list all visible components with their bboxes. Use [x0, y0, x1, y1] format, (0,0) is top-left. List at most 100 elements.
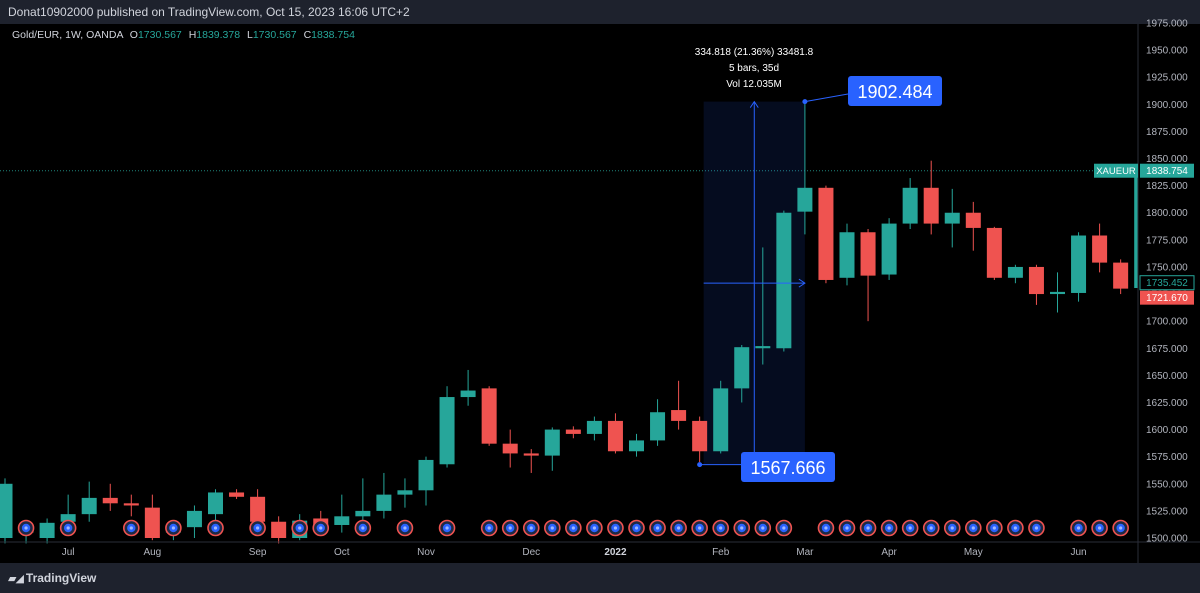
candle-body[interactable] — [965, 212, 981, 228]
candle-body[interactable] — [734, 347, 750, 389]
event-marker-icon[interactable] — [123, 519, 140, 537]
candle[interactable] — [502, 429, 518, 468]
candlestick-chart[interactable]: 334.818 (21.36%) 33481.8 5 bars, 35d Vol 1… — [0, 0, 1200, 563]
event-marker-icon[interactable] — [312, 519, 330, 537]
event-marker-icon[interactable] — [17, 519, 35, 537]
candle[interactable] — [565, 426, 581, 439]
candle[interactable] — [923, 160, 939, 235]
event-marker-icon[interactable] — [291, 519, 309, 537]
candle-body[interactable] — [944, 212, 960, 224]
event-marker-icon[interactable] — [1070, 519, 1087, 537]
candle-body[interactable] — [713, 388, 729, 452]
candle[interactable] — [271, 516, 287, 544]
event-marker-icon[interactable] — [733, 519, 751, 537]
candle-body[interactable] — [144, 507, 160, 538]
candle[interactable] — [1050, 272, 1065, 313]
candle-body[interactable] — [397, 490, 413, 495]
candle[interactable] — [523, 449, 539, 473]
event-marker-icon[interactable] — [354, 519, 372, 537]
candle[interactable] — [1007, 264, 1023, 284]
candle-body[interactable] — [271, 521, 287, 538]
candle-body[interactable] — [1092, 235, 1108, 263]
candle-body[interactable] — [39, 522, 55, 538]
event-marker-icon[interactable] — [249, 519, 266, 537]
candle[interactable] — [650, 399, 666, 446]
candle-body[interactable] — [818, 187, 834, 280]
candle[interactable] — [776, 210, 792, 352]
candle[interactable] — [902, 178, 918, 229]
candle[interactable] — [208, 489, 223, 522]
event-marker-icon[interactable] — [1091, 519, 1108, 537]
candle[interactable] — [544, 427, 560, 471]
candle-body[interactable] — [544, 429, 560, 456]
candle[interactable] — [250, 489, 266, 525]
event-marker-icon[interactable] — [964, 519, 982, 537]
event-marker-icon[interactable] — [754, 519, 772, 537]
candle-body[interactable] — [860, 232, 876, 276]
candle-body[interactable] — [334, 516, 350, 525]
candle-body[interactable] — [650, 412, 666, 441]
candle-body[interactable] — [186, 510, 202, 528]
candle-body[interactable] — [881, 223, 897, 275]
candle-body[interactable] — [502, 443, 518, 454]
candle[interactable] — [839, 223, 855, 286]
candle-body[interactable] — [81, 497, 97, 515]
low-callout-badge[interactable] — [741, 452, 835, 482]
candle-body[interactable] — [60, 514, 76, 522]
candle[interactable] — [1113, 259, 1129, 295]
candle-body[interactable] — [523, 453, 539, 456]
candle[interactable] — [797, 101, 813, 235]
candle[interactable] — [355, 478, 371, 528]
candle-body[interactable] — [1071, 235, 1087, 293]
candle-body[interactable] — [671, 410, 687, 421]
candle-body[interactable] — [1028, 266, 1044, 295]
candle-body[interactable] — [355, 510, 371, 517]
candle-body[interactable] — [418, 459, 434, 491]
candle-body[interactable] — [923, 187, 939, 224]
candle[interactable] — [81, 481, 97, 522]
event-marker-icon[interactable] — [165, 519, 182, 537]
event-marker-icon[interactable] — [691, 519, 708, 537]
candle[interactable] — [734, 345, 750, 403]
candle-body[interactable] — [376, 494, 392, 511]
candle[interactable] — [671, 380, 687, 430]
event-marker-icon[interactable] — [943, 519, 961, 537]
event-marker-icon[interactable] — [1007, 519, 1024, 537]
candle-body[interactable] — [797, 187, 813, 212]
candle[interactable] — [144, 494, 160, 541]
candle[interactable] — [376, 472, 392, 519]
candle-body[interactable] — [1113, 262, 1129, 289]
candle[interactable] — [755, 247, 771, 365]
candle-body[interactable] — [460, 390, 476, 398]
event-marker-icon[interactable] — [501, 519, 519, 537]
candle-body[interactable] — [229, 492, 245, 497]
candle[interactable] — [607, 413, 623, 454]
candle[interactable] — [102, 483, 118, 511]
event-marker-icon[interactable] — [628, 519, 645, 537]
event-marker-icon[interactable] — [901, 519, 919, 537]
candle[interactable] — [229, 489, 245, 499]
candle[interactable] — [186, 505, 202, 538]
event-marker-icon[interactable] — [565, 519, 582, 537]
candle[interactable] — [860, 229, 876, 322]
high-callout-badge[interactable] — [848, 76, 942, 106]
candle[interactable] — [881, 218, 897, 280]
candle-body[interactable] — [102, 497, 118, 504]
candle-body[interactable] — [1007, 266, 1023, 278]
candle[interactable] — [586, 416, 602, 441]
event-marker-icon[interactable] — [986, 519, 1003, 537]
event-marker-icon[interactable] — [438, 519, 456, 537]
event-marker-icon[interactable] — [480, 519, 498, 537]
candle[interactable] — [986, 226, 1002, 280]
candle[interactable] — [0, 478, 13, 544]
candle-body[interactable] — [607, 420, 623, 452]
candle-body[interactable] — [123, 503, 139, 506]
candle-body[interactable] — [1050, 291, 1065, 295]
event-marker-icon[interactable] — [207, 519, 224, 537]
candle[interactable] — [713, 380, 729, 454]
candle-body[interactable] — [629, 440, 644, 452]
candle[interactable] — [944, 188, 960, 248]
candle-body[interactable] — [250, 496, 266, 522]
candle[interactable] — [1092, 223, 1108, 273]
candle-body[interactable] — [776, 212, 792, 349]
